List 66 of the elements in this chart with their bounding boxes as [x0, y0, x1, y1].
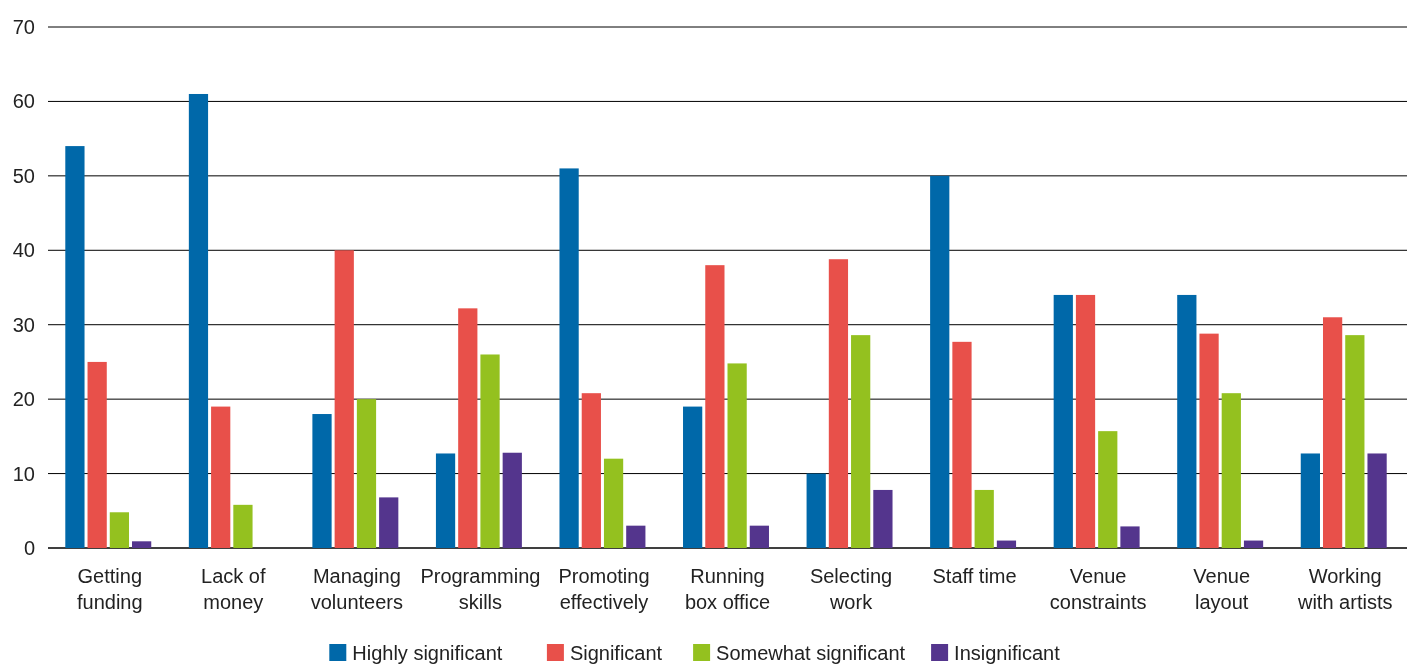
- bar: [727, 363, 747, 548]
- bar: [828, 259, 849, 548]
- bar: [873, 489, 893, 548]
- bar: [1199, 333, 1219, 548]
- bar: [996, 540, 1017, 548]
- y-tick-label: 30: [12, 313, 35, 336]
- x-tick-label: Promoting effectively: [558, 565, 650, 613]
- bar: [334, 250, 354, 548]
- bar: [749, 525, 769, 548]
- bar: [705, 265, 725, 548]
- x-tick-label: Venue constraints: [1049, 565, 1147, 613]
- y-tick-label: 60: [12, 90, 35, 113]
- bar: [502, 452, 522, 548]
- bar: [458, 308, 478, 548]
- x-tick-label: Venue layout: [1193, 565, 1251, 613]
- bar: [930, 175, 950, 548]
- legend-label: Insignificant: [954, 642, 1061, 664]
- bar: [1367, 453, 1387, 548]
- bar: [952, 341, 972, 548]
- bar: [559, 168, 579, 548]
- x-tick-label: Programming skills: [420, 565, 541, 613]
- y-tick-label: 70: [12, 16, 35, 38]
- bar: [480, 354, 500, 548]
- x-tick-label: Selecting work: [809, 565, 893, 613]
- bar: [312, 414, 332, 548]
- bar: [435, 453, 456, 548]
- bar: [379, 497, 399, 548]
- y-tick-label: 0: [23, 537, 35, 559]
- bar: [1098, 431, 1118, 548]
- bar: [806, 473, 826, 548]
- legend-label: Highly significant: [352, 642, 503, 664]
- bar: [132, 541, 152, 548]
- bar: [233, 504, 253, 548]
- x-tick-label: Staff time: [932, 565, 1017, 587]
- bar: [683, 406, 703, 548]
- x-tick-label: Getting funding: [76, 565, 143, 613]
- bar: [974, 489, 994, 548]
- bar: [581, 393, 601, 548]
- y-tick-label: 20: [12, 388, 35, 411]
- bar: [1322, 317, 1343, 548]
- bar: [188, 93, 209, 548]
- y-tick-label: 10: [12, 462, 35, 485]
- bar: [1221, 393, 1241, 548]
- bar: [1177, 294, 1197, 548]
- y-tick-label: 50: [12, 164, 35, 187]
- x-tick-label: Working with artists: [1296, 565, 1393, 613]
- bar: [65, 146, 85, 548]
- bar: [1300, 453, 1320, 548]
- bar: [87, 361, 107, 548]
- bar: [109, 512, 130, 548]
- legend-label: Significant: [569, 642, 663, 664]
- bar: [1345, 335, 1365, 548]
- bar: [1053, 294, 1073, 548]
- bar: [1075, 294, 1096, 548]
- x-tick-label: Managing volunteers: [310, 565, 403, 613]
- legend-label: Somewhat significant: [716, 642, 906, 664]
- bar: [356, 399, 377, 548]
- bar: [1120, 526, 1140, 548]
- bar: [603, 458, 624, 548]
- bar: [851, 335, 871, 548]
- y-tick-label: 40: [12, 239, 35, 262]
- x-tick-label: Lack of money: [201, 565, 266, 613]
- bar: [1243, 540, 1264, 548]
- x-tick-label: Running box office: [684, 565, 771, 613]
- bar: [626, 525, 646, 548]
- bar: [211, 406, 231, 548]
